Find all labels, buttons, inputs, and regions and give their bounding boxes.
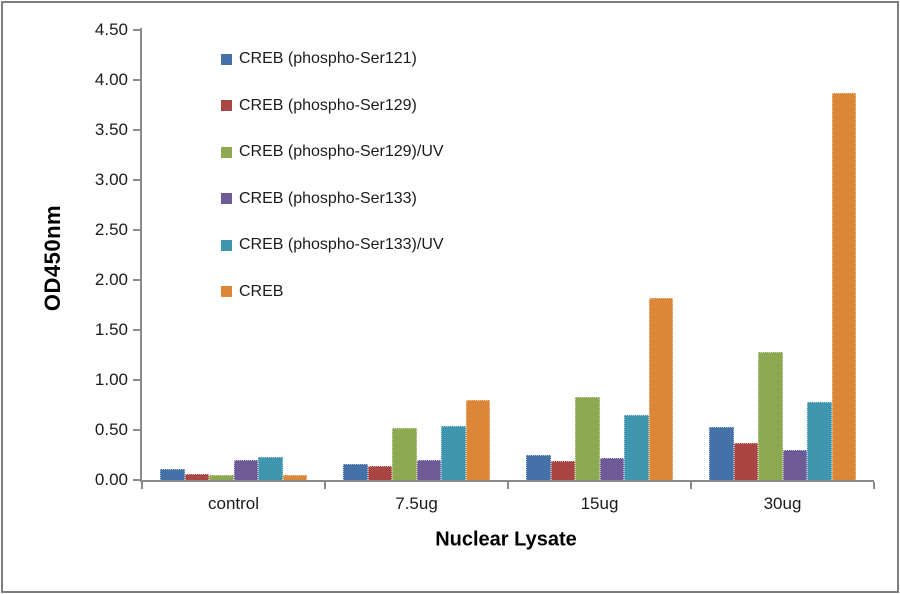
y-axis-tick xyxy=(133,129,140,131)
legend-label: CREB (phospho-Ser133)/UV xyxy=(239,236,444,254)
legend-label: CREB (phospho-Ser129)/UV xyxy=(239,143,444,161)
y-axis-tick xyxy=(133,29,140,31)
y-axis-tick xyxy=(133,429,140,431)
x-axis-tick xyxy=(507,482,509,489)
plot-area: 0.00 0.50 1.00 1.50 2.00 2.50 3.00 3.50 4.00 4.50… xyxy=(95,20,875,513)
y-axis-tick-label: 2.50 xyxy=(94,220,128,239)
x-axis-category-label: 7.5ug xyxy=(395,494,438,513)
bar-creb-phospho-ser129-uv-control xyxy=(209,475,234,480)
legend-item: CREB xyxy=(221,269,444,316)
y-axis-tick xyxy=(133,379,140,381)
bar-creb-phospho-ser121-control xyxy=(160,469,185,480)
x-axis-title: Nuclear Lysate xyxy=(435,528,577,551)
bar-creb-phospho-ser129-uv-7.5ug xyxy=(392,428,417,480)
bar-creb-control xyxy=(282,475,307,480)
y-axis-tick-label: 1.00 xyxy=(94,370,128,389)
legend-label: CREB (phospho-Ser121) xyxy=(239,50,417,68)
y-axis-tick-label: 1.50 xyxy=(94,320,128,339)
bar-creb-phospho-ser129-7.5ug xyxy=(367,466,392,480)
x-axis-tick xyxy=(141,482,143,489)
legend-item: CREB (phospho-Ser129) xyxy=(221,83,444,130)
bar-creb-phospho-ser133-15ug xyxy=(599,458,624,480)
y-axis-tick-label: 4.00 xyxy=(94,70,128,89)
legend-item: CREB (phospho-Ser121) xyxy=(221,36,444,83)
legend-label: CREB (phospho-Ser129) xyxy=(239,96,417,114)
y-axis-tick-label: 0.50 xyxy=(94,420,128,439)
legend-swatch-icon xyxy=(221,286,232,298)
legend-swatch-icon xyxy=(221,53,232,65)
x-axis-category-label: 15ug xyxy=(580,494,619,513)
bar-creb-phospho-ser133-30ug xyxy=(782,450,807,480)
bar-creb-phospho-ser129-30ug xyxy=(733,443,758,480)
y-axis-tick-label: 3.50 xyxy=(94,120,128,139)
bar-creb-phospho-ser121-15ug xyxy=(526,455,551,480)
bar-creb-15ug xyxy=(648,298,673,480)
legend-item: CREB (phospho-Ser129)/UV xyxy=(221,129,444,176)
bar-creb-phospho-ser121-30ug xyxy=(709,427,734,480)
bar-creb-phospho-ser133-7.5ug xyxy=(416,460,441,480)
y-axis-tick xyxy=(133,329,140,331)
y-axis-tick xyxy=(133,479,140,481)
bar-creb-phospho-ser129-15ug xyxy=(550,461,575,480)
legend-item: CREB (phospho-Ser133) xyxy=(221,176,444,223)
x-axis-tick xyxy=(873,482,875,489)
y-axis-tick xyxy=(133,179,140,181)
legend-label: CREB xyxy=(239,282,284,300)
y-axis-tick-label: 4.50 xyxy=(94,20,128,39)
y-axis-tick-label: 2.00 xyxy=(94,270,128,289)
bar-creb-phospho-ser129-uv-15ug xyxy=(575,397,600,480)
x-axis-tick xyxy=(324,482,326,489)
y-axis-tick xyxy=(133,229,140,231)
bar-creb-30ug xyxy=(831,93,856,480)
y-axis-tick xyxy=(133,279,140,281)
legend-swatch-icon xyxy=(221,193,232,205)
bar-creb-7.5ug xyxy=(465,400,490,480)
x-axis-tick xyxy=(690,482,692,489)
bar-creb-phospho-ser121-7.5ug xyxy=(343,464,368,480)
legend-item: CREB (phospho-Ser133)/UV xyxy=(221,222,444,269)
bar-creb-phospho-ser133-uv-30ug xyxy=(807,402,832,480)
bar-creb-phospho-ser133-control xyxy=(233,460,258,480)
bar-creb-phospho-ser133-uv-control xyxy=(258,457,283,480)
bar-creb-phospho-ser133-uv-7.5ug xyxy=(441,426,466,480)
legend-swatch-icon xyxy=(221,100,232,112)
bar-creb-phospho-ser129-uv-30ug xyxy=(758,352,783,480)
y-axis-tick-label: 0.00 xyxy=(94,470,128,489)
legend-swatch-icon xyxy=(221,239,232,251)
y-axis-tick-label: 3.00 xyxy=(94,170,128,189)
legend: CREB (phospho-Ser121) CREB (phospho-Ser12… xyxy=(221,36,444,315)
x-axis-category-label: control xyxy=(207,494,260,513)
bar-creb-phospho-ser129-control xyxy=(184,474,209,480)
legend-label: CREB (phospho-Ser133) xyxy=(239,189,417,207)
y-axis-tick xyxy=(133,79,140,81)
bar-creb-phospho-ser133-uv-15ug xyxy=(624,415,649,480)
legend-swatch-icon xyxy=(221,146,232,158)
y-axis-title: OD450nm xyxy=(40,204,65,312)
x-axis-category-label: 30ug xyxy=(763,494,802,513)
